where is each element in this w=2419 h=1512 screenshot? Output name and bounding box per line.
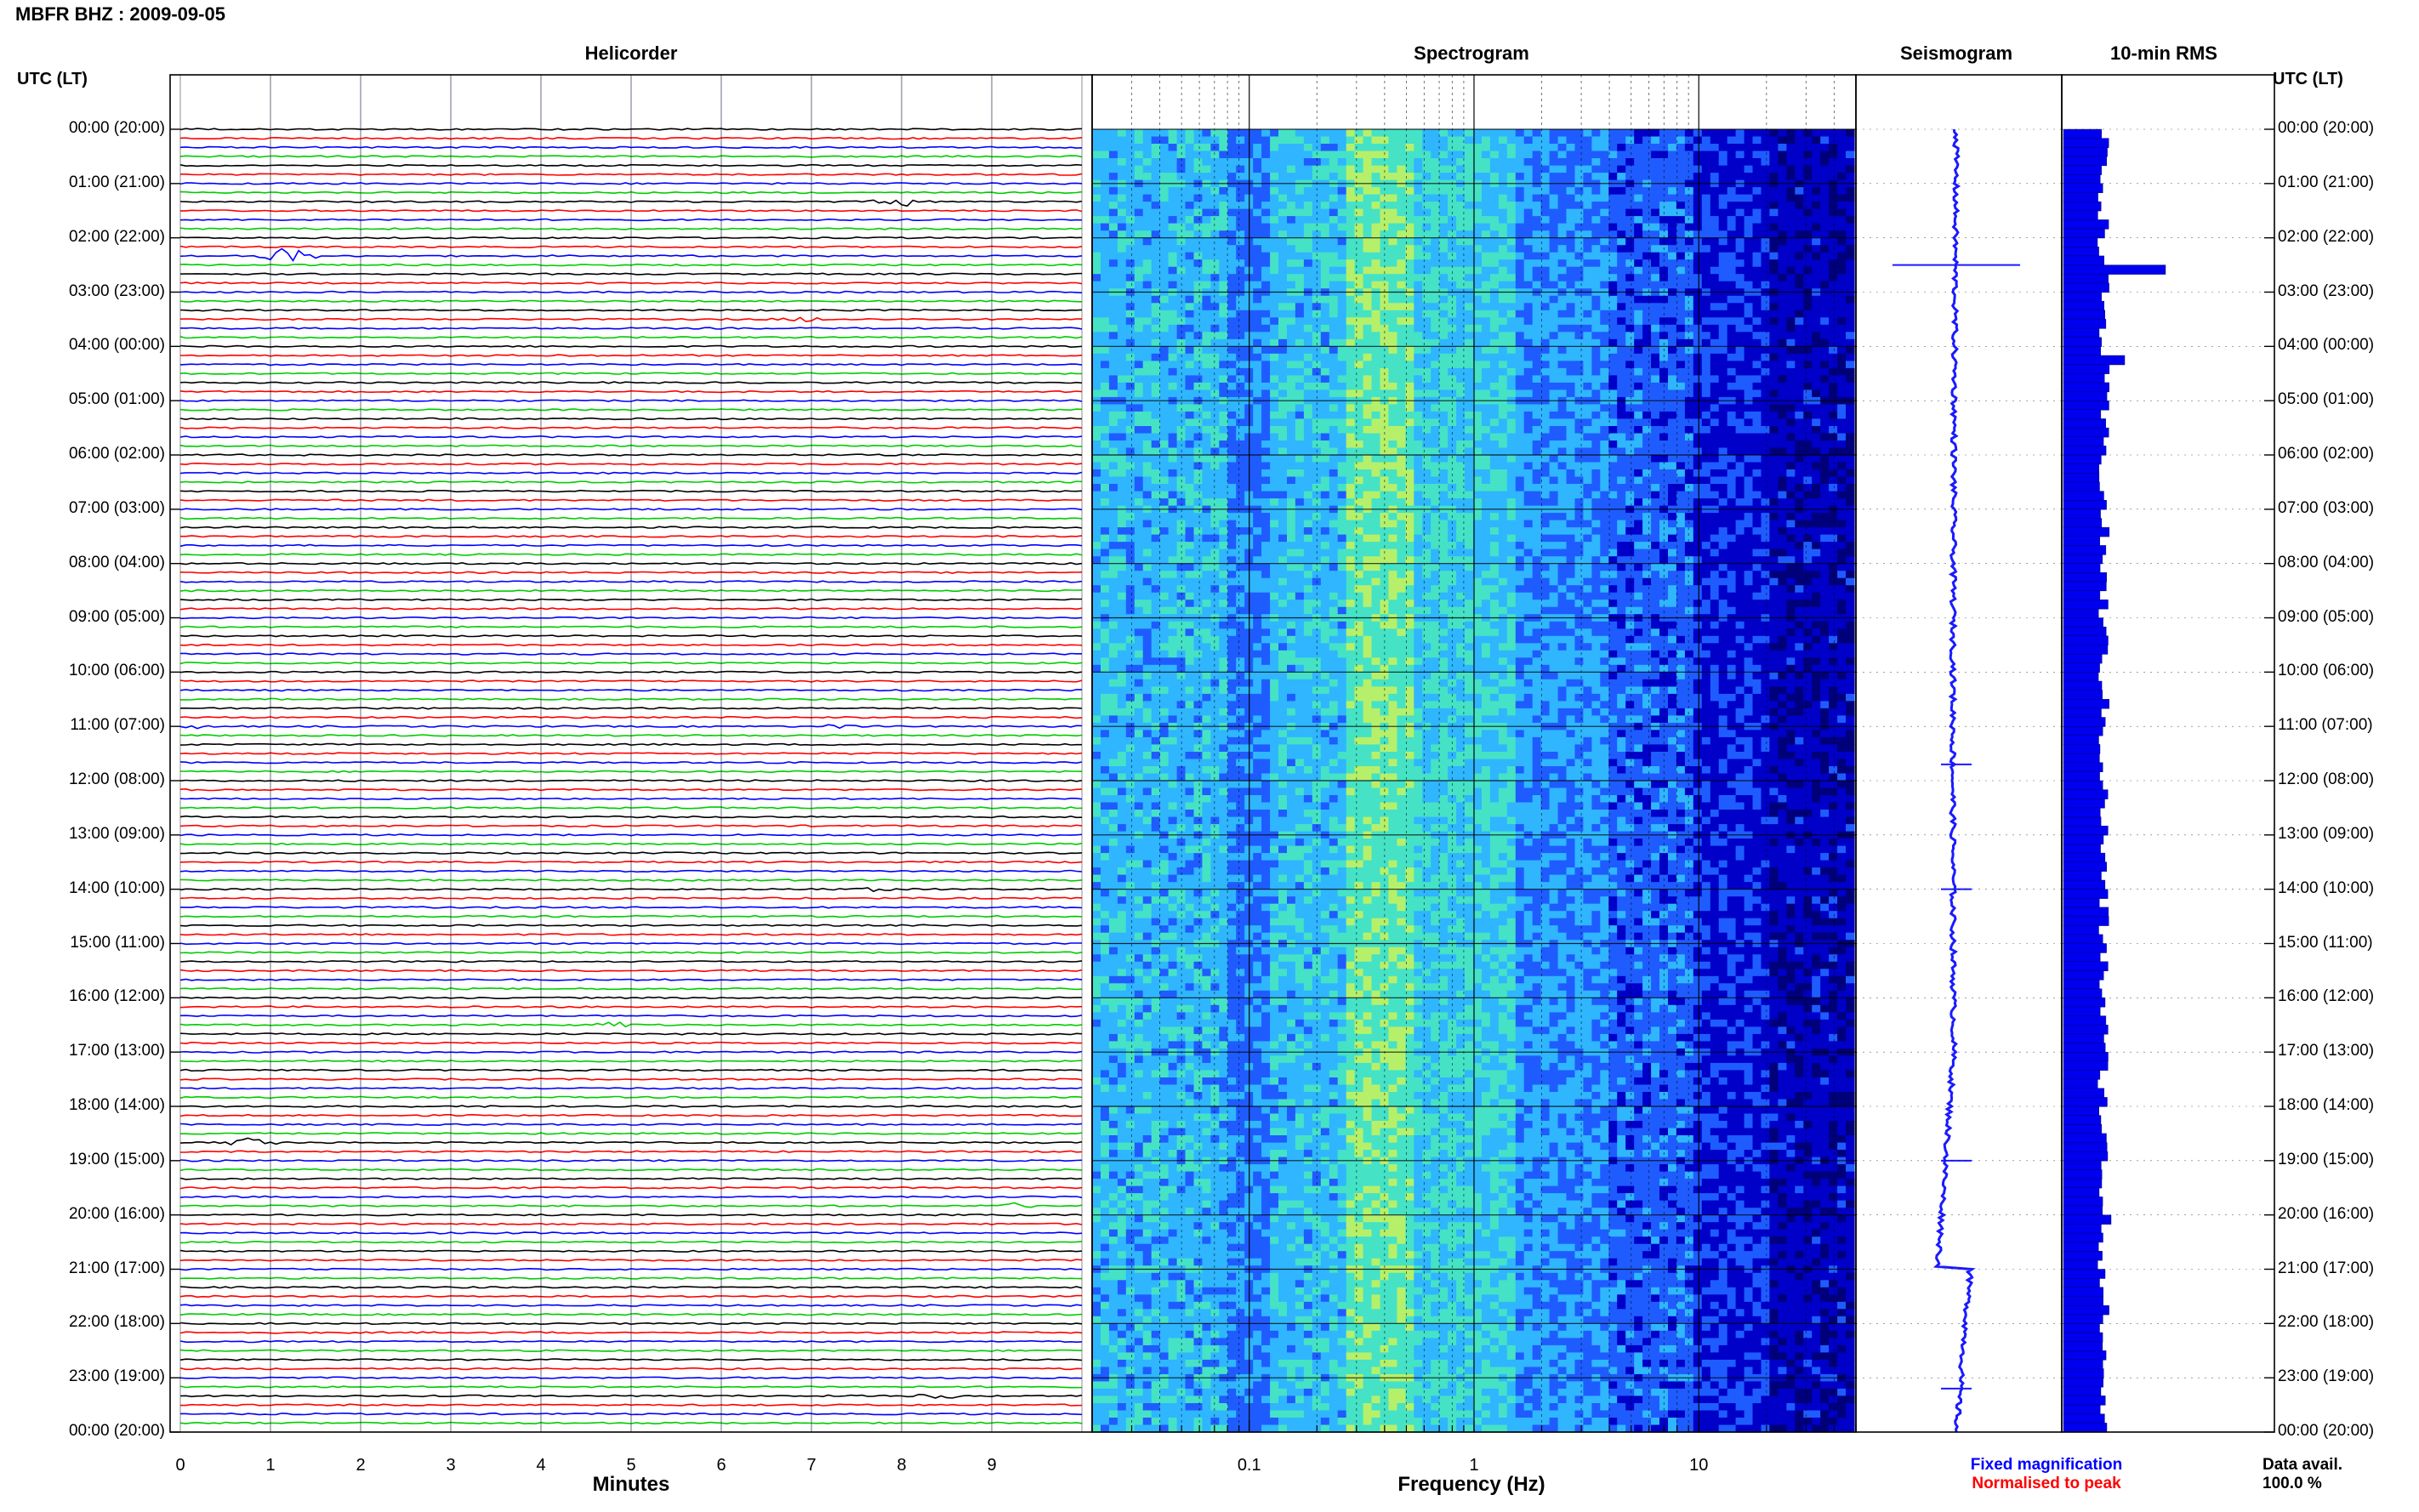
time-tick-left: 17:00 (13:00)	[68, 1042, 165, 1060]
frequency-tick-label: 1	[1469, 1456, 1479, 1475]
time-tick-left: 16:00 (12:00)	[68, 987, 165, 1006]
time-tick-left: 01:00 (21:00)	[68, 173, 165, 191]
time-tick-left: 12:00 (08:00)	[68, 770, 165, 788]
time-tick-right: 17:00 (13:00)	[2278, 1042, 2375, 1060]
minute-tick-label: 8	[896, 1456, 907, 1475]
rms-title: 10-min RMS	[2110, 43, 2217, 64]
time-tick-right: 01:00 (21:00)	[2278, 173, 2375, 191]
frequency-tick-label: 10	[1689, 1456, 1709, 1475]
time-tick-right: 10:00 (06:00)	[2278, 662, 2375, 680]
time-tick-left: 13:00 (09:00)	[68, 824, 165, 843]
time-tick-right: 14:00 (10:00)	[2278, 878, 2375, 897]
spectrogram-image	[1092, 128, 1856, 1433]
time-tick-right: 02:00 (22:00)	[2278, 227, 2375, 246]
rms-bars	[2063, 128, 2166, 1433]
helicorder-title: Helicorder	[584, 43, 678, 64]
data-avail-label: Data avail.	[2262, 1456, 2342, 1474]
time-tick-right: 19:00 (15:00)	[2278, 1150, 2375, 1168]
seismogram-title: Seismogram	[1899, 43, 2013, 64]
time-tick-right: 13:00 (09:00)	[2278, 824, 2375, 843]
time-tick-right: 21:00 (17:00)	[2278, 1259, 2375, 1277]
time-tick-left: 02:00 (22:00)	[68, 227, 165, 246]
time-tick-right: 11:00 (07:00)	[2278, 716, 2373, 735]
minute-tick-label: 3	[446, 1456, 456, 1475]
time-tick-right: 06:00 (02:00)	[2278, 445, 2375, 463]
time-tick-right: 20:00 (16:00)	[2278, 1204, 2375, 1223]
time-tick-right: 08:00 (04:00)	[2278, 553, 2375, 571]
time-tick-right: 03:00 (23:00)	[2278, 281, 2375, 300]
time-tick-right: 04:00 (00:00)	[2278, 336, 2375, 355]
minute-tick-label: 2	[356, 1456, 366, 1475]
utc-label-left: UTC (LT)	[17, 70, 88, 88]
time-tick-right: 18:00 (14:00)	[2278, 1096, 2375, 1114]
time-tick-right: 05:00 (01:00)	[2278, 390, 2375, 409]
minutes-axis-label: Minutes	[592, 1473, 670, 1496]
plot-title: MBFR BHZ : 2009-09-05	[15, 3, 225, 25]
time-tick-right: 23:00 (19:00)	[2278, 1367, 2375, 1386]
minute-tick-label: 0	[175, 1456, 185, 1475]
time-tick-left: 08:00 (04:00)	[68, 553, 165, 571]
minute-tick-label: 5	[626, 1456, 636, 1475]
time-tick-left: 00:00 (20:00)	[68, 119, 165, 137]
time-tick-left: 21:00 (17:00)	[68, 1259, 165, 1277]
legend-normalised-to-peak: Normalised to peak	[1972, 1475, 2121, 1492]
time-tick-right: 09:00 (05:00)	[2278, 607, 2375, 626]
time-tick-left: 11:00 (07:00)	[70, 716, 165, 735]
time-tick-left: 09:00 (05:00)	[68, 607, 165, 626]
minute-tick-label: 4	[536, 1456, 546, 1475]
time-tick-left: 19:00 (15:00)	[68, 1150, 165, 1168]
time-tick-left: 03:00 (23:00)	[68, 281, 165, 300]
time-tick-left: 07:00 (03:00)	[68, 498, 165, 517]
time-tick-left: 20:00 (16:00)	[68, 1204, 165, 1223]
minute-tick-label: 6	[716, 1456, 726, 1475]
time-tick-left: 00:00 (20:00)	[68, 1422, 165, 1440]
time-tick-left: 18:00 (14:00)	[68, 1096, 165, 1114]
time-tick-right: 16:00 (12:00)	[2278, 987, 2375, 1006]
time-tick-left: 23:00 (19:00)	[68, 1367, 165, 1386]
time-tick-right: 12:00 (08:00)	[2278, 770, 2375, 788]
utc-label-right: UTC (LT)	[2273, 70, 2343, 88]
axes-frames	[169, 74, 2275, 1433]
minute-tick-label: 7	[806, 1456, 817, 1475]
helicorder-traces	[179, 75, 1083, 1432]
legend-fixed-magnification: Fixed magnification	[1970, 1456, 2123, 1474]
time-tick-right: 00:00 (20:00)	[2278, 1422, 2375, 1440]
time-tick-left: 14:00 (10:00)	[68, 878, 165, 897]
time-tick-left: 06:00 (02:00)	[68, 445, 165, 463]
time-tick-right: 22:00 (18:00)	[2278, 1313, 2375, 1332]
time-tick-left: 10:00 (06:00)	[68, 662, 165, 680]
time-tick-left: 05:00 (01:00)	[68, 390, 165, 409]
minute-tick-label: 1	[265, 1456, 276, 1475]
time-tick-right: 00:00 (20:00)	[2278, 119, 2375, 137]
minute-tick-label: 9	[987, 1456, 997, 1475]
time-tick-right: 15:00 (11:00)	[2278, 933, 2373, 952]
time-tick-left: 15:00 (11:00)	[70, 933, 165, 952]
time-tick-left: 22:00 (18:00)	[68, 1313, 165, 1332]
frequency-tick-label: 0.1	[1237, 1456, 1261, 1475]
frequency-axis-label: Frequency (Hz)	[1397, 1473, 1545, 1496]
spectrogram-title: Spectrogram	[1414, 43, 1529, 64]
data-avail-value: 100.0 %	[2262, 1475, 2322, 1492]
time-tick-left: 04:00 (00:00)	[68, 336, 165, 355]
time-tick-right: 07:00 (03:00)	[2278, 498, 2375, 517]
